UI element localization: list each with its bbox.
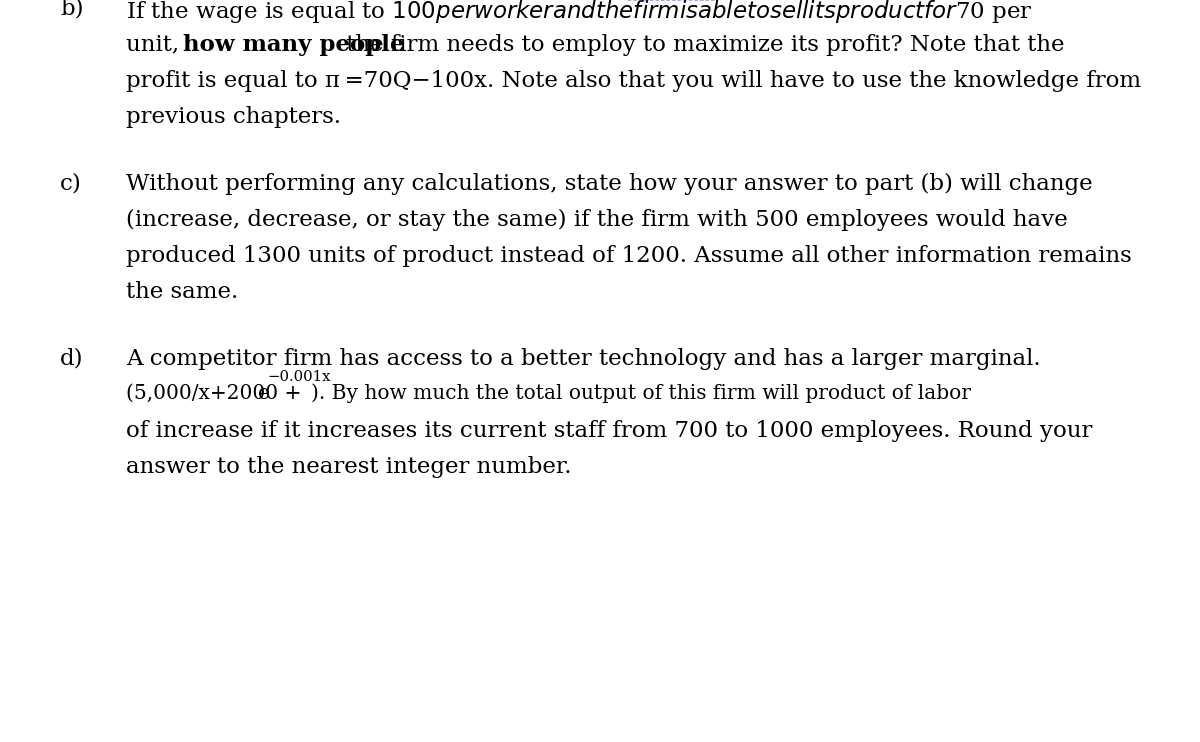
Text: previous chapters.: previous chapters. (126, 106, 341, 128)
Text: (5,000/x+2000 +: (5,000/x+2000 + (126, 384, 307, 403)
Text: e: e (258, 384, 270, 403)
Text: (increase, decrease, or stay the same) if the firm with 500 employees would have: (increase, decrease, or stay the same) i… (126, 209, 1068, 231)
Text: produced 1300 units of product instead of 1200. Assume all other information rem: produced 1300 units of product instead o… (126, 245, 1132, 267)
Text: answer to the nearest integer number.: answer to the nearest integer number. (126, 456, 571, 478)
Text: profit is equal to π =70Q−100x. Note also that you will have to use the knowledg: profit is equal to π =70Q−100x. Note als… (126, 70, 1141, 92)
Text: Without performing any calculations, state how your answer to part (b) will chan: Without performing any calculations, sta… (126, 173, 1093, 194)
Text: of increase if it increases its current staff from 700 to 1000 employees. Round : of increase if it increases its current … (126, 420, 1092, 441)
Text: −0.001x: −0.001x (268, 370, 331, 384)
Text: ). By how much the total output of this firm will product of labor: ). By how much the total output of this … (311, 384, 971, 404)
Text: c): c) (60, 173, 82, 194)
Text: b): b) (60, 0, 84, 19)
Text: the same.: the same. (126, 281, 239, 303)
Text: If the wage is equal to $100 per worker and the firm is able to sell its product: If the wage is equal to $100 per worker … (126, 0, 1032, 24)
Text: d): d) (60, 347, 84, 370)
Text: how many people: how many people (182, 33, 404, 56)
Text: A competitor firm has access to a better technology and has a larger marginal.: A competitor firm has access to a better… (126, 347, 1040, 370)
Text: unit,: unit, (126, 33, 186, 56)
Text: the firm needs to employ to maximize its profit? Note that the: the firm needs to employ to maximize its… (340, 33, 1064, 56)
